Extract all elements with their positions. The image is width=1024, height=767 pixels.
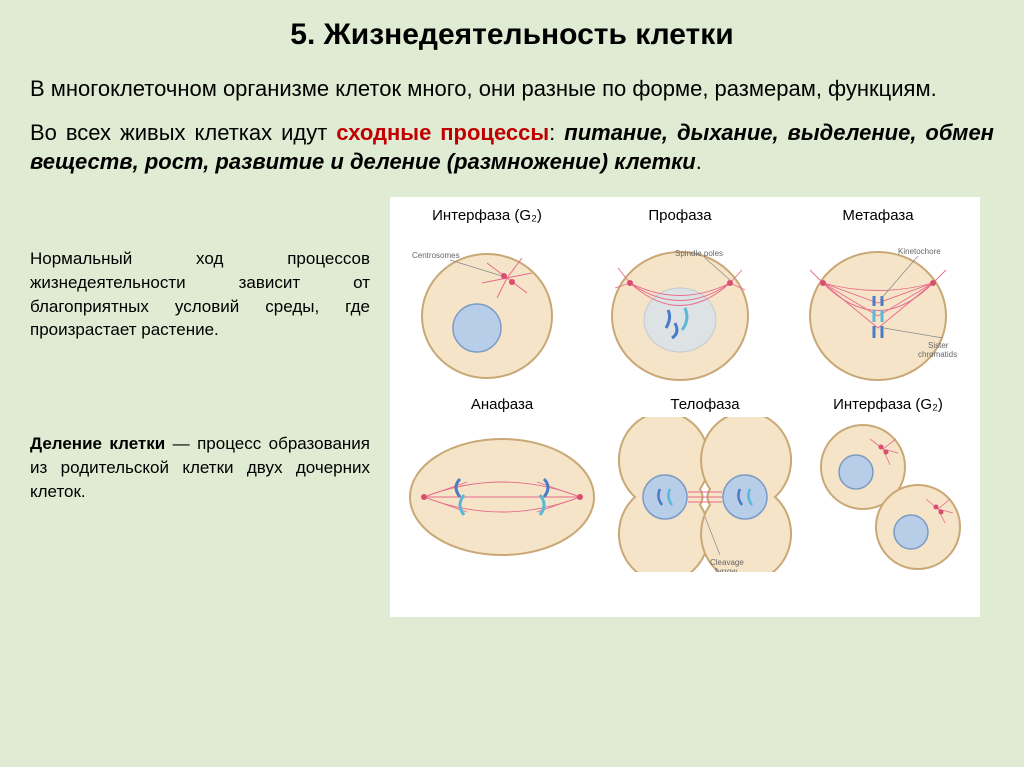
left-column: Нормальный ход процессов жизнедеятельнос… (30, 197, 370, 617)
phase-telophase: Телофаза Cleavagefurrow (610, 396, 800, 572)
phase-interphase-g2b: Интерфаза (G₂) (808, 396, 968, 572)
proc-colon: : (549, 120, 564, 145)
phase-label: Профаза (590, 207, 770, 224)
page-title: 5. Жизнедеятельность клетки (30, 18, 994, 52)
diagram-row-1: Интерфаза (G₂) Centrosomes (402, 207, 968, 388)
phase-prophase: Профаза (590, 207, 770, 388)
proc-prefix: Во всех живых клетках идут (30, 120, 336, 145)
phase-metaphase: Метафаза (788, 207, 968, 388)
phase-label: Анафаза (402, 396, 602, 413)
prophase-cell-icon: Spindle poles (590, 228, 770, 388)
kinetochore-label: Kinetochore (898, 247, 941, 256)
processes-text: Во всех живых клетках идут сходные проце… (30, 118, 994, 177)
mitosis-diagram: Интерфаза (G₂) Centrosomes (390, 197, 980, 617)
intro-text: В многоклеточном организме клеток много,… (30, 74, 994, 104)
centrosomes-label: Centrosomes (412, 251, 460, 260)
interphase2-cell-icon (808, 417, 968, 572)
division-bold: Деление клетки (30, 434, 165, 453)
left-para-1: Нормальный ход процессов жизнедеятельнос… (30, 247, 370, 342)
phase-label: Метафаза (788, 207, 968, 224)
diagram-row-2: Анафаза Телофаза (402, 396, 968, 572)
telophase-cell-icon: Cleavagefurrow (610, 417, 800, 572)
left-para-2: Деление клетки — процесс образования из … (30, 432, 370, 503)
phase-interphase-g2: Интерфаза (G₂) Centrosomes (402, 207, 572, 388)
phase-label: Интерфаза (G₂) (808, 396, 968, 413)
lower-section: Нормальный ход процессов жизнедеятельнос… (30, 197, 994, 617)
proc-red: сходные процессы (336, 120, 549, 145)
phase-label: Телофаза (610, 396, 800, 413)
interphase-cell-icon: Centrosomes (402, 228, 572, 388)
phase-anaphase: Анафаза (402, 396, 602, 572)
phase-label: Интерфаза (G₂) (402, 207, 572, 224)
metaphase-cell-icon: Kinetochore Sisterchromatids (788, 228, 968, 388)
anaphase-cell-icon (402, 417, 602, 572)
spindle-label: Spindle poles (675, 249, 723, 258)
proc-dot: . (696, 149, 702, 174)
